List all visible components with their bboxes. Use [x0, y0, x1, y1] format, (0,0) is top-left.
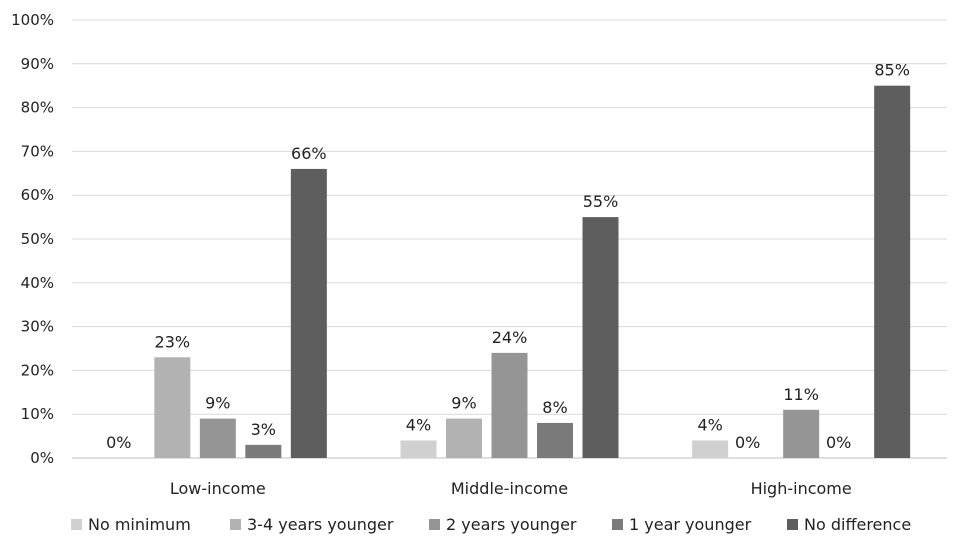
y-tick-label: 30% [21, 318, 54, 336]
bar [491, 352, 528, 458]
legend-label: No difference [804, 515, 911, 534]
bar [400, 440, 437, 458]
bar [783, 409, 820, 458]
data-label: 0% [106, 433, 131, 452]
data-label: 4% [406, 415, 431, 434]
data-label: 4% [697, 415, 722, 434]
y-tick-label: 60% [21, 186, 54, 204]
y-tick-label: 50% [21, 230, 54, 248]
data-label: 0% [735, 433, 760, 452]
y-axis-ticks: 0% 10% 20% 30% 40% 50% 60% 70% 80% 90% 100% [11, 11, 54, 467]
data-label: 0% [826, 433, 851, 452]
bar [199, 418, 236, 458]
legend-swatch [230, 519, 241, 530]
x-axis-categories: Low-income Middle-income High-income [170, 479, 852, 498]
y-tick-label: 20% [21, 361, 54, 379]
legend-label: 3-4 years younger [247, 515, 394, 534]
y-tick-label: 70% [21, 142, 54, 160]
legend-label: 1 year younger [629, 515, 752, 534]
y-tick-label: 10% [21, 405, 54, 423]
data-label: 3% [251, 420, 276, 439]
bar [245, 444, 282, 458]
data-label: 11% [783, 385, 819, 404]
data-label: 9% [205, 394, 230, 413]
data-labels: 0% 23% 9% 3% 66% 4% 9% 24% 8% 55% 4% 0% 11% 0% 85% [106, 61, 910, 452]
category-label: Middle-income [451, 479, 568, 498]
bar [537, 422, 573, 458]
bar [874, 85, 911, 458]
data-label: 55% [583, 192, 619, 211]
data-label: 9% [451, 394, 476, 413]
bar [446, 418, 482, 458]
legend-label: No minimum [88, 515, 191, 534]
y-tick-label: 0% [30, 449, 54, 467]
legend-swatch [612, 519, 623, 530]
bar [692, 440, 729, 458]
data-label: 8% [542, 398, 567, 417]
legend-label: 2 years younger [446, 515, 577, 534]
legend-swatch [429, 519, 440, 530]
y-tick-label: 80% [21, 99, 54, 117]
legend-swatch [787, 519, 798, 530]
gridlines [72, 19, 947, 459]
bar [154, 357, 191, 458]
category-label: Low-income [170, 479, 266, 498]
y-tick-label: 90% [21, 55, 54, 73]
y-tick-label: 40% [21, 274, 54, 292]
bar [582, 217, 619, 458]
data-label: 24% [492, 328, 528, 347]
bar [290, 168, 327, 459]
category-label: High-income [751, 479, 852, 498]
legend: No minimum 3-4 years younger 2 years young… [71, 515, 911, 534]
legend-swatch [71, 519, 82, 530]
y-tick-label: 100% [11, 11, 54, 29]
data-label: 85% [874, 61, 910, 80]
data-label: 66% [291, 144, 327, 163]
bars [154, 85, 911, 459]
data-label: 23% [155, 332, 191, 351]
